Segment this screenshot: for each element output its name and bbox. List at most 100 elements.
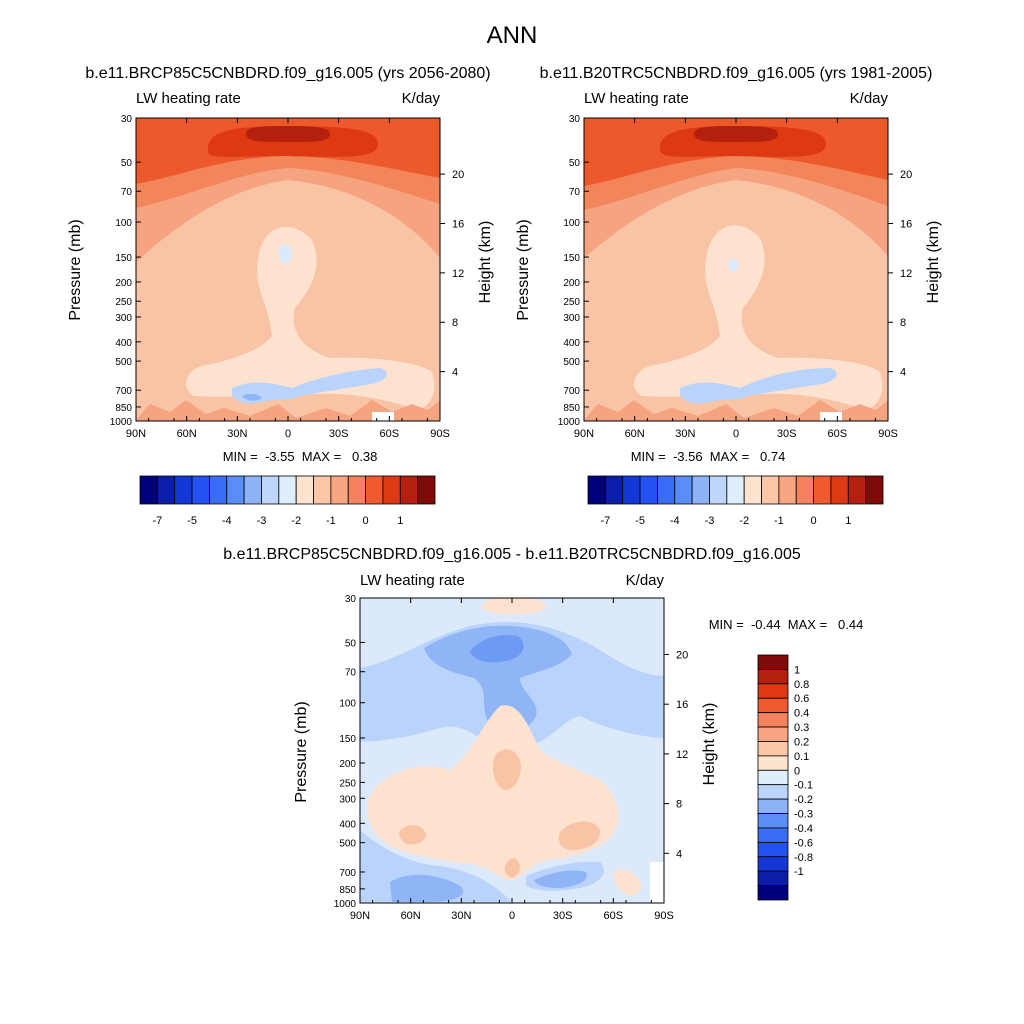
contour-band — [558, 821, 601, 850]
colorbar-label: -0.2 — [794, 794, 813, 806]
x-tick-label: 60N — [401, 910, 421, 922]
colorbar-label: 1 — [794, 664, 800, 676]
y2-tick-label: 16 — [676, 699, 688, 711]
min-max-label: MIN = -0.44 MAX = 0.44 — [709, 617, 864, 632]
y-tick-label: 250 — [339, 778, 356, 789]
colorbar-box — [757, 841, 789, 858]
y-tick-label: 850 — [563, 403, 580, 414]
colorbar-box — [657, 475, 676, 505]
colorbar-box — [399, 475, 419, 505]
contour-band — [246, 126, 330, 142]
colorbar-label: 0.3 — [794, 722, 809, 734]
colorbar-label: 1 — [397, 515, 403, 527]
right-string: K/day — [402, 90, 441, 107]
y-tick-label: 850 — [115, 403, 132, 414]
colorbar-box — [813, 475, 832, 505]
y-tick-label: 1000 — [110, 417, 133, 428]
colorbar-box — [743, 475, 762, 505]
y2-tick-label: 12 — [452, 268, 464, 280]
contour-band — [634, 225, 883, 410]
blank-region — [820, 412, 842, 421]
y-tick-label: 500 — [339, 839, 356, 850]
y-tick-label: 100 — [339, 699, 356, 710]
blank-region — [650, 862, 664, 903]
y2-tick-label: 8 — [452, 317, 458, 329]
colorbar-box — [174, 475, 193, 505]
axes: 90N 60N 30N 0 30S 60S 90S 30 50 70 100 150 200 250 300… — [110, 114, 465, 440]
colorbar-box — [757, 769, 789, 786]
x-tick-label: 0 — [285, 428, 291, 440]
colorbar-box — [674, 475, 693, 505]
contour-fill — [584, 118, 888, 421]
y-tick-label: 50 — [345, 638, 357, 649]
contour-band — [136, 400, 440, 420]
x-tick-label: 30N — [675, 428, 695, 440]
y-tick-label: 50 — [569, 158, 581, 169]
colorbar-box — [757, 741, 789, 757]
colorbar-box — [639, 475, 658, 505]
colorbar-box — [757, 712, 789, 728]
colorbar-box — [865, 475, 884, 505]
y2-axis-label: Height (km) — [701, 703, 718, 786]
colorbar-label: -1 — [774, 515, 784, 527]
contour-band — [242, 393, 262, 401]
colorbar-label: 0 — [363, 515, 369, 527]
axes: 90N 60N 30N 0 30S 60S 90S 30 50 70 100 150 200 250 300… — [334, 594, 689, 922]
contour-band — [470, 634, 524, 663]
contour-band — [232, 368, 387, 404]
y-tick-label: 400 — [339, 819, 356, 830]
y-tick-label: 30 — [121, 114, 133, 125]
colorbar-box — [757, 885, 789, 901]
y-tick-label: 500 — [115, 357, 132, 368]
colorbar-box — [382, 475, 401, 505]
y-axis-label: Pressure (mb) — [293, 701, 310, 802]
contour-band — [534, 870, 587, 888]
right-string: K/day — [626, 572, 665, 589]
colorbar-box — [313, 475, 332, 505]
y-tick-label: 30 — [345, 594, 357, 605]
contour-band — [584, 400, 888, 420]
colorbar-label: -7 — [600, 515, 610, 527]
x-tick-label: 30N — [227, 428, 247, 440]
colorbar-box — [295, 475, 314, 505]
contour-band — [728, 258, 738, 273]
colorbar-box — [139, 475, 158, 505]
colorbar-label: 1 — [845, 515, 851, 527]
y-tick-label: 400 — [115, 338, 132, 349]
colorbar: -7 -5 -4 -3 -2 -1 0 1 — [139, 475, 436, 527]
colorbar-label: -7 — [152, 515, 162, 527]
y-tick-label: 1000 — [334, 899, 357, 910]
colorbar-box — [278, 475, 297, 505]
colorbar-box — [726, 475, 745, 505]
colorbar-label: -3 — [705, 515, 715, 527]
y2-tick-label: 12 — [676, 749, 688, 761]
colorbar-label: -0.3 — [794, 809, 813, 821]
colorbar-box — [417, 475, 436, 505]
colorbar-box — [757, 870, 789, 886]
colorbar-box — [757, 726, 789, 742]
colorbar-label: -5 — [187, 515, 197, 527]
colorbar-label: 0.1 — [794, 751, 809, 763]
blank-region — [372, 412, 394, 421]
y-axis-label: Pressure (mb) — [67, 219, 84, 320]
x-tick-label: 30S — [553, 910, 573, 922]
colorbar-box — [347, 475, 366, 505]
colorbar-box — [226, 475, 245, 505]
x-tick-label: 60S — [380, 428, 400, 440]
y-tick-label: 300 — [563, 313, 580, 324]
x-tick-label: 0 — [733, 428, 739, 440]
x-tick-label: 60N — [625, 428, 645, 440]
y-tick-label: 250 — [115, 297, 132, 308]
colorbar-box — [757, 856, 789, 872]
colorbar-box — [261, 475, 280, 505]
colorbar-label: -0.6 — [794, 837, 813, 849]
y-tick-label: 700 — [339, 868, 356, 879]
colorbar-label: 0.6 — [794, 693, 809, 705]
colorbar-label: 0.8 — [794, 679, 809, 691]
x-tick-label: 30S — [777, 428, 797, 440]
colorbar-label: -2 — [291, 515, 301, 527]
x-tick-label: 60S — [828, 428, 848, 440]
contour-band — [680, 368, 837, 404]
colorbar-box — [778, 475, 797, 505]
colorbar-label: -3 — [257, 515, 267, 527]
